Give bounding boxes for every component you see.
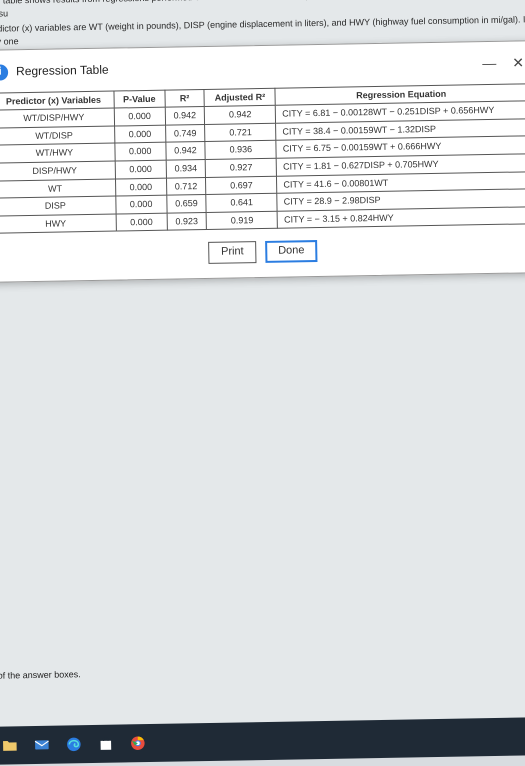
cell-predictor: WT/HWY [0, 143, 115, 163]
modal-title: Regression Table [16, 56, 479, 81]
chrome-icon[interactable] [125, 730, 151, 756]
cell-predictor: WT/DISP [0, 126, 115, 146]
mail-icon[interactable] [29, 732, 55, 758]
cell-pvalue: 0.000 [114, 107, 165, 125]
cell-adjr2: 0.919 [206, 211, 277, 230]
cell-r2: 0.712 [166, 177, 206, 195]
cell-adjr2: 0.942 [205, 105, 276, 124]
taskbar: ○ [0, 716, 525, 766]
cell-pvalue: 0.000 [115, 160, 166, 178]
close-icon[interactable]: ✕ [509, 53, 525, 73]
cell-adjr2: 0.936 [205, 141, 276, 160]
cell-pvalue: 0.000 [116, 213, 167, 231]
edge-icon[interactable] [61, 731, 87, 757]
done-button[interactable]: Done [265, 240, 318, 262]
minimize-icon[interactable]: — [479, 54, 499, 74]
cell-adjr2: 0.697 [206, 176, 277, 195]
cell-r2: 0.934 [166, 159, 206, 177]
answer-note: er in each of the answer boxes. [0, 669, 81, 684]
col-pvalue: P-Value [114, 90, 165, 108]
cell-predictor: DISP/HWY [0, 161, 115, 181]
cell-adjr2: 0.927 [206, 158, 277, 177]
cell-adjr2: 0.641 [206, 193, 277, 212]
regression-table: Predictor (x) Variables P-Value R² Adjus… [0, 83, 525, 234]
cell-pvalue: 0.000 [116, 195, 167, 213]
regression-modal: i Regression Table — ✕ Predictor (x) Var… [0, 40, 525, 283]
cell-equation: CITY = − 3.15 + 0.824HWY [277, 207, 525, 229]
cell-r2: 0.942 [166, 142, 206, 160]
col-predictor: Predictor (x) Variables [0, 91, 114, 111]
cell-r2: 0.923 [167, 212, 207, 230]
cell-r2: 0.942 [165, 107, 205, 125]
file-explorer-icon[interactable] [0, 732, 23, 758]
cell-pvalue: 0.000 [114, 125, 165, 143]
cell-adjr2: 0.721 [205, 123, 276, 142]
col-adjr2: Adjusted R² [204, 88, 275, 107]
cell-predictor: WT/DISP/HWY [0, 108, 114, 128]
cell-pvalue: 0.000 [115, 178, 166, 196]
cell-r2: 0.659 [166, 195, 206, 213]
cell-r2: 0.749 [165, 124, 205, 142]
cell-pvalue: 0.000 [115, 143, 166, 161]
cell-predictor: DISP [0, 196, 116, 216]
cell-predictor: HWY [0, 214, 116, 234]
cell-predictor: WT [0, 179, 116, 199]
print-button[interactable]: Print [208, 241, 257, 263]
col-r2: R² [165, 89, 205, 107]
info-icon: i [0, 64, 8, 80]
store-icon[interactable] [93, 731, 119, 757]
